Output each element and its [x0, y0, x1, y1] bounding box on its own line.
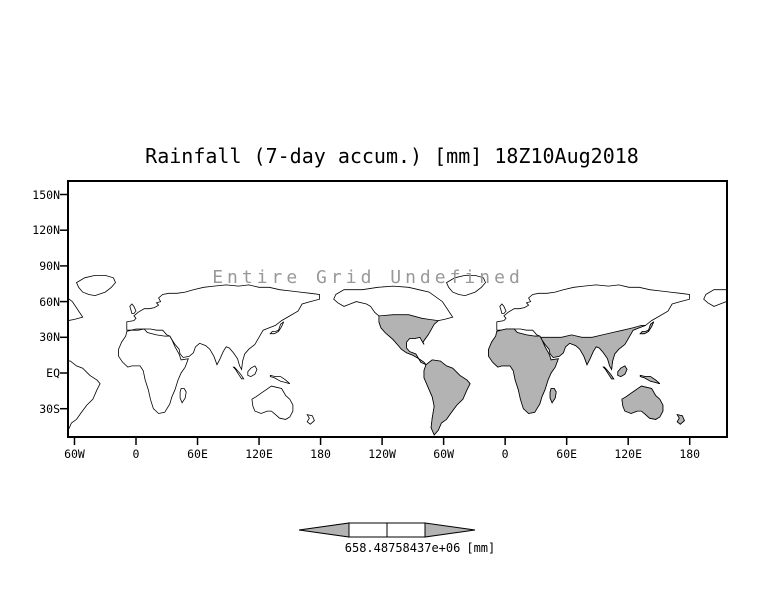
x-tick-label: 120E — [245, 447, 273, 461]
world-map — [69, 275, 726, 436]
colorbar-cell — [348, 522, 388, 538]
coastline — [445, 275, 486, 297]
x-tick-label: 60W — [433, 447, 454, 461]
colorbar-left-arrow-icon — [298, 522, 350, 538]
x-tick-label: 60E — [556, 447, 578, 461]
coastline — [232, 366, 245, 380]
coastline — [269, 321, 285, 335]
x-tick-label: 60E — [187, 447, 208, 461]
colorbar — [298, 522, 476, 538]
y-tick-label: 30N — [39, 330, 60, 345]
plot-frame — [67, 180, 728, 438]
x-tick-label: 60W — [64, 447, 85, 461]
land-area — [621, 385, 664, 420]
coastline — [179, 388, 187, 404]
colorbar-right-arrow-icon — [424, 522, 476, 538]
coastline — [129, 303, 137, 314]
land-area — [676, 414, 685, 425]
coastline — [126, 284, 320, 371]
land-area — [423, 359, 471, 436]
land-area — [602, 366, 615, 380]
coastline — [247, 365, 258, 378]
colorbar-cell — [386, 522, 426, 538]
coastline — [269, 374, 291, 385]
land-area — [540, 325, 646, 371]
grid-undefined-annotation: Entire Grid Undefined — [212, 267, 524, 288]
x-tick-label: 0 — [132, 447, 140, 461]
land-area — [639, 374, 661, 385]
land-area — [549, 388, 557, 404]
colorbar-value: 658.48758437e+06 — [344, 541, 461, 555]
axis-ticks — [60, 193, 691, 445]
coastline — [499, 303, 507, 314]
x-tick-label: 120E — [614, 447, 643, 461]
x-tick-label: 120W — [368, 447, 396, 461]
coastline — [75, 275, 116, 297]
x-tick-label: 0 — [501, 447, 509, 461]
y-tick-label: 90N — [39, 258, 60, 273]
y-tick-label: EQ — [46, 366, 60, 380]
coastline — [69, 360, 101, 430]
coastline — [118, 328, 189, 414]
colorbar-label: 658.48758437e+06 [mm] — [310, 541, 530, 555]
y-tick-label: 30S — [39, 401, 60, 416]
land-area — [639, 321, 655, 335]
plot-title: Rainfall (7-day accum.) [mm] 18Z10Aug201… — [145, 144, 639, 168]
y-tick-label: 150N — [32, 187, 60, 202]
land-area — [488, 328, 559, 414]
x-tick-label: 180 — [310, 447, 331, 461]
x-tick-label: 180 — [679, 447, 701, 461]
y-tick-label: 120N — [32, 223, 60, 238]
land-area — [378, 314, 440, 366]
colorbar-unit: [mm] — [466, 541, 496, 555]
land-area — [617, 365, 628, 378]
coastline — [306, 414, 315, 425]
y-tick-label: 60N — [39, 294, 60, 309]
coastline — [703, 289, 726, 307]
coastline — [251, 385, 294, 420]
